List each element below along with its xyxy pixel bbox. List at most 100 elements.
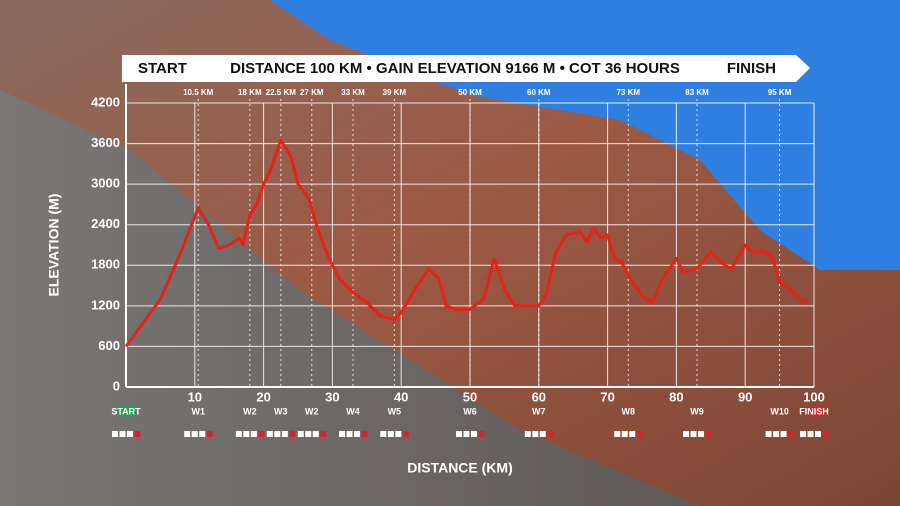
- x-tick-label: 60: [532, 389, 546, 404]
- station-icon: [305, 431, 312, 437]
- station-icon: [621, 431, 628, 437]
- station-icon: [320, 431, 327, 437]
- station-icon: [387, 431, 394, 437]
- checkpoint-label: 27 KM: [300, 88, 324, 97]
- station-icon: [629, 431, 636, 437]
- station-icon: [297, 431, 304, 437]
- station-label: W5: [388, 406, 402, 416]
- station-label: W9: [690, 406, 704, 416]
- station-badge: [805, 406, 823, 416]
- station-icon: [258, 431, 265, 437]
- y-tick-label: 1200: [91, 297, 120, 312]
- x-tick-label: 30: [325, 389, 339, 404]
- x-tick-label: 70: [600, 389, 614, 404]
- station-icon: [402, 431, 409, 437]
- checkpoint-label: 33 KM: [341, 88, 365, 97]
- station-label: W4: [346, 406, 360, 416]
- station-icon: [471, 431, 477, 437]
- station-icon: [250, 431, 257, 437]
- station-icon: [780, 431, 787, 437]
- checkpoint-label: 50 KM: [458, 88, 482, 97]
- banner-start: START: [138, 60, 187, 77]
- station-badge: [117, 406, 135, 416]
- station-label: W6: [463, 406, 477, 416]
- checkpoint-label: 22.5 KM: [266, 88, 297, 97]
- y-tick-label: 3000: [91, 176, 120, 191]
- x-tick-label: 40: [394, 389, 408, 404]
- station-label: START: [111, 406, 141, 416]
- station-icon: [547, 431, 554, 437]
- x-tick-label: 20: [256, 389, 270, 404]
- station-label: W2: [305, 406, 319, 416]
- checkpoint-label: 95 KM: [768, 88, 792, 97]
- y-tick-label: 600: [98, 338, 120, 353]
- station-icon: [235, 431, 242, 437]
- station-icon: [822, 431, 829, 437]
- y-tick-label: 3600: [91, 135, 120, 150]
- x-tick-label: 80: [669, 389, 683, 404]
- station-icon: [800, 431, 806, 437]
- station-icon: [199, 431, 206, 437]
- station-icon: [127, 431, 133, 437]
- x-axis-label: DISTANCE (KM): [407, 460, 513, 476]
- station-icon: [346, 431, 353, 437]
- x-tick-label: 90: [738, 389, 752, 404]
- station-label: W10: [770, 406, 789, 416]
- checkpoint-label: 83 KM: [685, 88, 709, 97]
- station-icon: [614, 431, 621, 437]
- station-icon: [478, 431, 485, 437]
- station-label: W7: [532, 406, 546, 416]
- station-icon: [788, 431, 795, 437]
- station-icon: [289, 431, 296, 437]
- station-icon: [243, 431, 250, 437]
- station-icon: [463, 431, 470, 437]
- station-icon: [698, 431, 705, 437]
- station-label: W8: [621, 406, 635, 416]
- station-icon: [773, 431, 780, 437]
- station-icon: [312, 431, 319, 437]
- station-icon: [524, 431, 531, 437]
- station-label: W1: [191, 406, 205, 416]
- station-icon: [206, 431, 213, 437]
- x-tick-label: 100: [803, 389, 825, 404]
- y-tick-label: 4200: [91, 94, 120, 109]
- checkpoint-label: 39 KM: [383, 88, 407, 97]
- y-tick-label: 1800: [91, 257, 120, 272]
- station-icon: [361, 431, 368, 437]
- checkpoint-label: 10.5 KM: [183, 88, 214, 97]
- station-icon: [690, 431, 697, 437]
- station-icon: [339, 431, 346, 437]
- y-tick-label: 2400: [91, 216, 120, 231]
- station-icon: [184, 431, 191, 437]
- x-tick-label: 10: [188, 389, 202, 404]
- station-icon: [266, 431, 273, 437]
- station-icon: [456, 431, 462, 437]
- station-icon: [395, 431, 402, 437]
- banner-info: DISTANCE 100 KM • GAIN ELEVATION 9166 M …: [230, 60, 680, 77]
- station-icon: [119, 431, 126, 437]
- station-label: W3: [274, 406, 288, 416]
- station-icon: [532, 431, 539, 437]
- station-icon: [191, 431, 198, 437]
- x-tick-label: 50: [463, 389, 477, 404]
- station-icon: [134, 431, 141, 437]
- station-icon: [112, 431, 118, 437]
- station-icon: [705, 431, 712, 437]
- station-icon: [807, 431, 814, 437]
- station-icon: [765, 431, 772, 437]
- station-icon: [354, 431, 361, 437]
- elevation-line: [124, 138, 808, 348]
- gravel: [0, 90, 700, 506]
- checkpoint-label: 60 KM: [527, 88, 551, 97]
- station-icon: [281, 431, 288, 437]
- banner: [122, 55, 810, 82]
- station-icon: [636, 431, 643, 437]
- y-tick-label: 0: [113, 378, 120, 393]
- station-icon: [274, 431, 281, 437]
- banner-finish: FINISH: [727, 60, 776, 77]
- station-icon: [380, 431, 387, 437]
- station-icon: [815, 431, 821, 437]
- station-label: W2: [243, 406, 257, 416]
- station-label: FINISH: [799, 406, 829, 416]
